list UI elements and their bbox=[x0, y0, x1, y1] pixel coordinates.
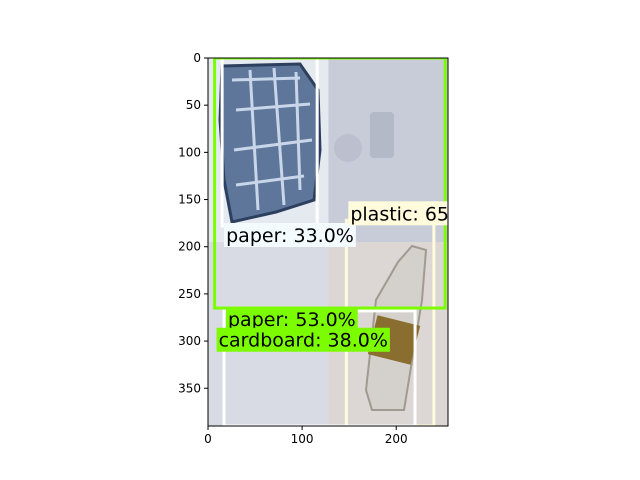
axes-frame bbox=[207, 57, 449, 427]
wall-fixture-knob bbox=[334, 134, 362, 162]
detection-paper-33-label-bg bbox=[224, 223, 356, 247]
y-tick-label-0: 0 bbox=[193, 51, 201, 65]
y-tick-label-350: 350 bbox=[178, 381, 201, 395]
y-tick-label-150: 150 bbox=[178, 193, 201, 207]
bottle-label bbox=[367, 315, 421, 365]
x-tick-label-0: 0 bbox=[204, 432, 212, 446]
y-tick-label-50: 50 bbox=[186, 98, 201, 112]
detection-cardboard-38-label: cardboard: 38.0% bbox=[219, 330, 388, 352]
y-tick-label-200: 200 bbox=[178, 240, 201, 254]
detection-plastic-65-label-bg bbox=[348, 201, 448, 226]
y-tick-label-300: 300 bbox=[178, 334, 201, 348]
detection-labels: paper: 33.0%plastic: 65 paper: 53.0%cardb… bbox=[216, 201, 449, 352]
detection-plastic-65-label: plastic: 65 bbox=[350, 203, 449, 225]
y-tick-label-100: 100 bbox=[178, 145, 201, 159]
y-tick-label-250: 250 bbox=[178, 287, 201, 301]
detection-paper-33-label: paper: 33.0% bbox=[226, 225, 354, 247]
crumpled-paper-object bbox=[218, 62, 322, 224]
detection-paper-53-label-bg bbox=[226, 306, 358, 331]
plot-axes: 0 100 200 0 50 100 150 200 250 300 350 bbox=[178, 51, 449, 446]
wall-fixture bbox=[370, 112, 394, 158]
detection-cardboard-38-label-bg bbox=[216, 327, 390, 352]
detection-paper-53-label: paper: 53.0% bbox=[228, 309, 356, 331]
crumpled-paper-pattern bbox=[231, 67, 313, 211]
x-tick-label-200: 200 bbox=[385, 432, 408, 446]
x-tick-label-100: 100 bbox=[291, 432, 314, 446]
photo-details bbox=[218, 62, 428, 411]
